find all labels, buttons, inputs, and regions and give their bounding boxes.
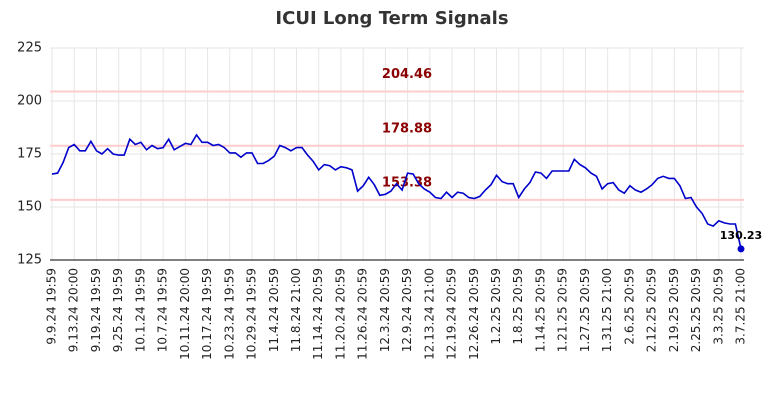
x-tick-label: 9.9.24 19:59 <box>45 268 59 345</box>
x-tick-label: 11.4.24 20:59 <box>267 268 281 352</box>
x-tick-label: 10.7.24 19:59 <box>156 268 170 352</box>
reference-label: 204.46 <box>382 67 432 82</box>
x-tick-label: 1.31.25 21:00 <box>600 268 614 352</box>
x-tick-label: 11.20.24 20:59 <box>333 268 347 360</box>
x-tick-label: 9.19.24 19:59 <box>89 268 103 352</box>
y-tick-label: 200 <box>17 94 42 109</box>
x-tick-label: 1.14.25 20:59 <box>533 268 547 352</box>
last-value-label: 130.23 <box>720 229 762 242</box>
reference-label: 153.38 <box>382 175 432 190</box>
x-tick-label: 3.3.25 20:59 <box>711 268 725 345</box>
x-tick-label: 1.2.25 20:59 <box>489 268 503 345</box>
x-tick-label: 2.12.25 20:59 <box>645 268 659 352</box>
x-tick-label: 3.7.25 21:00 <box>734 268 748 345</box>
price-line <box>51 133 742 250</box>
x-tick-label: 11.14.24 20:59 <box>311 268 325 360</box>
x-tick-label: 10.17.24 19:59 <box>200 268 214 360</box>
x-tick-label: 2.19.25 20:59 <box>667 268 681 352</box>
x-tick-label: 12.9.24 20:59 <box>400 268 414 352</box>
y-tick-label: 175 <box>17 147 42 162</box>
x-tick-label: 2.25.25 20:59 <box>689 268 703 352</box>
x-tick-label: 10.29.24 19:59 <box>245 268 259 360</box>
x-tick-label: 12.13.24 21:00 <box>422 268 436 360</box>
x-tick-label: 11.26.24 20:59 <box>356 268 370 360</box>
x-tick-label: 10.23.24 19:59 <box>222 268 236 360</box>
y-tick-label: 150 <box>17 200 42 215</box>
x-tick-label: 11.8.24 21:00 <box>289 268 303 352</box>
y-tick-label: 125 <box>17 253 42 268</box>
x-tick-label: 1.8.25 20:59 <box>511 268 525 345</box>
x-tick-label: 2.6.25 20:59 <box>622 268 636 345</box>
chart-title: ICUI Long Term Signals <box>275 8 508 29</box>
x-tick-label: 1.21.25 20:59 <box>556 268 570 352</box>
x-tick-label: 9.13.24 20:00 <box>67 268 81 352</box>
x-tick-label: 10.11.24 20:00 <box>178 268 192 360</box>
y-tick-label: 225 <box>17 41 42 56</box>
x-tick-label: 1.27.25 20:59 <box>578 268 592 352</box>
reference-label: 178.88 <box>382 121 432 136</box>
x-tick-label: 10.1.24 19:59 <box>133 268 147 352</box>
x-tick-label: 12.19.24 20:59 <box>445 268 459 360</box>
last-point <box>737 245 745 253</box>
x-tick-label: 12.3.24 20:59 <box>378 268 392 352</box>
x-tick-label: 12.26.24 20:59 <box>467 268 481 360</box>
x-tick-label: 9.25.24 19:59 <box>111 268 125 352</box>
